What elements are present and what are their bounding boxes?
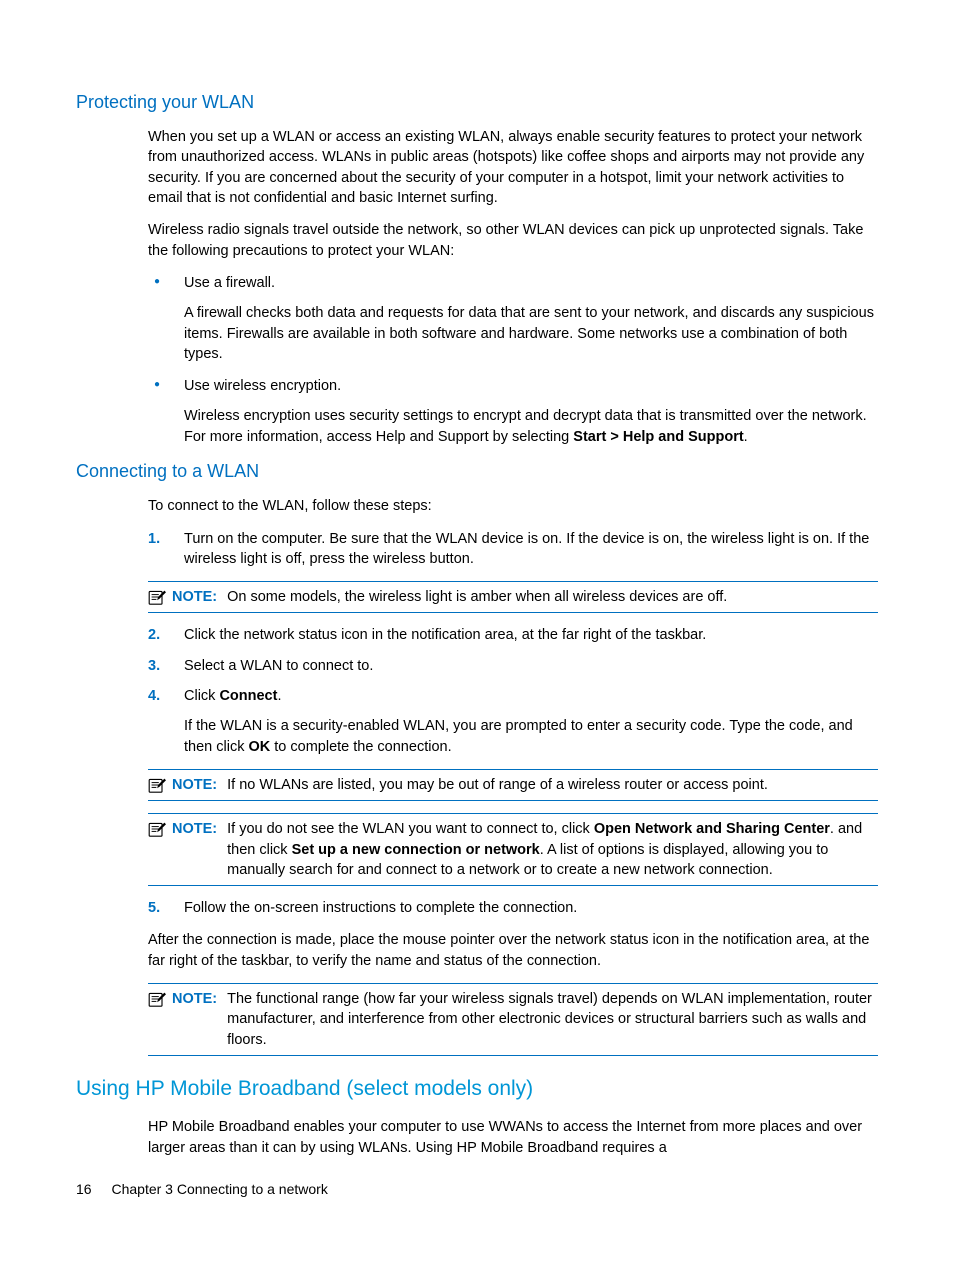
paragraph: When you set up a WLAN or access an exis… <box>148 127 878 208</box>
bold-text: OK <box>248 739 270 755</box>
page-footer: 16 Chapter 3 Connecting to a network <box>76 1180 328 1200</box>
bold-text: Start > Help and Support <box>573 429 743 445</box>
text-run: If you do not see the WLAN you want to c… <box>227 821 594 837</box>
step-item: Turn on the computer. Be sure that the W… <box>148 529 878 570</box>
ordered-steps: Turn on the computer. Be sure that the W… <box>148 529 878 570</box>
list-item: Use wireless encryption. Wireless encryp… <box>148 376 878 447</box>
note-callout: NOTE: On some models, the wireless light… <box>148 581 878 613</box>
bold-text: Open Network and Sharing Center <box>594 821 830 837</box>
note-text: The functional range (how far your wirel… <box>227 989 878 1050</box>
note-label: NOTE: <box>172 775 217 795</box>
note-label: NOTE: <box>172 587 217 607</box>
chapter-title: Chapter 3 Connecting to a network <box>111 1181 327 1197</box>
ordered-steps: Click the network status icon in the not… <box>148 625 878 756</box>
step-item: Click the network status icon in the not… <box>148 625 878 645</box>
text-run: Wireless encryption uses security settin… <box>184 408 867 444</box>
paragraph: After the connection is made, place the … <box>148 930 878 971</box>
step-item: Follow the on-screen instructions to com… <box>148 898 878 918</box>
note-callout: NOTE: The functional range (how far your… <box>148 983 878 1056</box>
note-icon <box>148 589 168 605</box>
step-text: Follow the on-screen instructions to com… <box>184 900 577 916</box>
heading-protecting-wlan: Protecting your WLAN <box>76 90 878 115</box>
note-icon <box>148 821 168 837</box>
step-text: Click Connect. <box>184 688 281 704</box>
note-callout: NOTE: If no WLANs are listed, you may be… <box>148 769 878 801</box>
note-label: NOTE: <box>172 819 217 839</box>
bullet-lead: Use a firewall. <box>184 275 275 291</box>
step-item: Click Connect. If the WLAN is a security… <box>148 686 878 757</box>
note-icon <box>148 777 168 793</box>
note-icon <box>148 991 168 1007</box>
text-run: Click <box>184 688 219 704</box>
heading-mobile-broadband: Using HP Mobile Broadband (select models… <box>76 1074 878 1103</box>
paragraph: Wireless radio signals travel outside th… <box>148 220 878 261</box>
note-label: NOTE: <box>172 989 217 1009</box>
paragraph: HP Mobile Broadband enables your compute… <box>148 1117 878 1158</box>
bullet-body: Wireless encryption uses security settin… <box>184 406 878 447</box>
note-callout: NOTE: If you do not see the WLAN you wan… <box>148 813 878 886</box>
heading-connecting-wlan: Connecting to a WLAN <box>76 459 878 484</box>
list-item: Use a firewall. A firewall checks both d… <box>148 273 878 364</box>
step-text: Turn on the computer. Be sure that the W… <box>184 531 869 567</box>
note-text: If no WLANs are listed, you may be out o… <box>227 775 768 795</box>
bold-text: Connect <box>219 688 277 704</box>
note-text: On some models, the wireless light is am… <box>227 587 727 607</box>
bullet-lead: Use wireless encryption. <box>184 378 341 394</box>
step-item: Select a WLAN to connect to. <box>148 656 878 676</box>
page-number: 16 <box>76 1181 92 1197</box>
bullet-body: A firewall checks both data and requests… <box>184 303 878 364</box>
text-run: . <box>277 688 281 704</box>
step-text: Click the network status icon in the not… <box>184 627 706 643</box>
document-page: Protecting your WLAN When you set up a W… <box>0 0 954 1270</box>
step-sub: If the WLAN is a security-enabled WLAN, … <box>184 716 878 757</box>
paragraph: To connect to the WLAN, follow these ste… <box>148 496 878 516</box>
step-text: Select a WLAN to connect to. <box>184 658 373 674</box>
bullet-list: Use a firewall. A firewall checks both d… <box>148 273 878 447</box>
note-text: If you do not see the WLAN you want to c… <box>227 819 878 880</box>
text-run: to complete the connection. <box>270 739 451 755</box>
ordered-steps: Follow the on-screen instructions to com… <box>148 898 878 918</box>
text-run: . <box>744 429 748 445</box>
bold-text: Set up a new connection or network <box>292 842 540 858</box>
